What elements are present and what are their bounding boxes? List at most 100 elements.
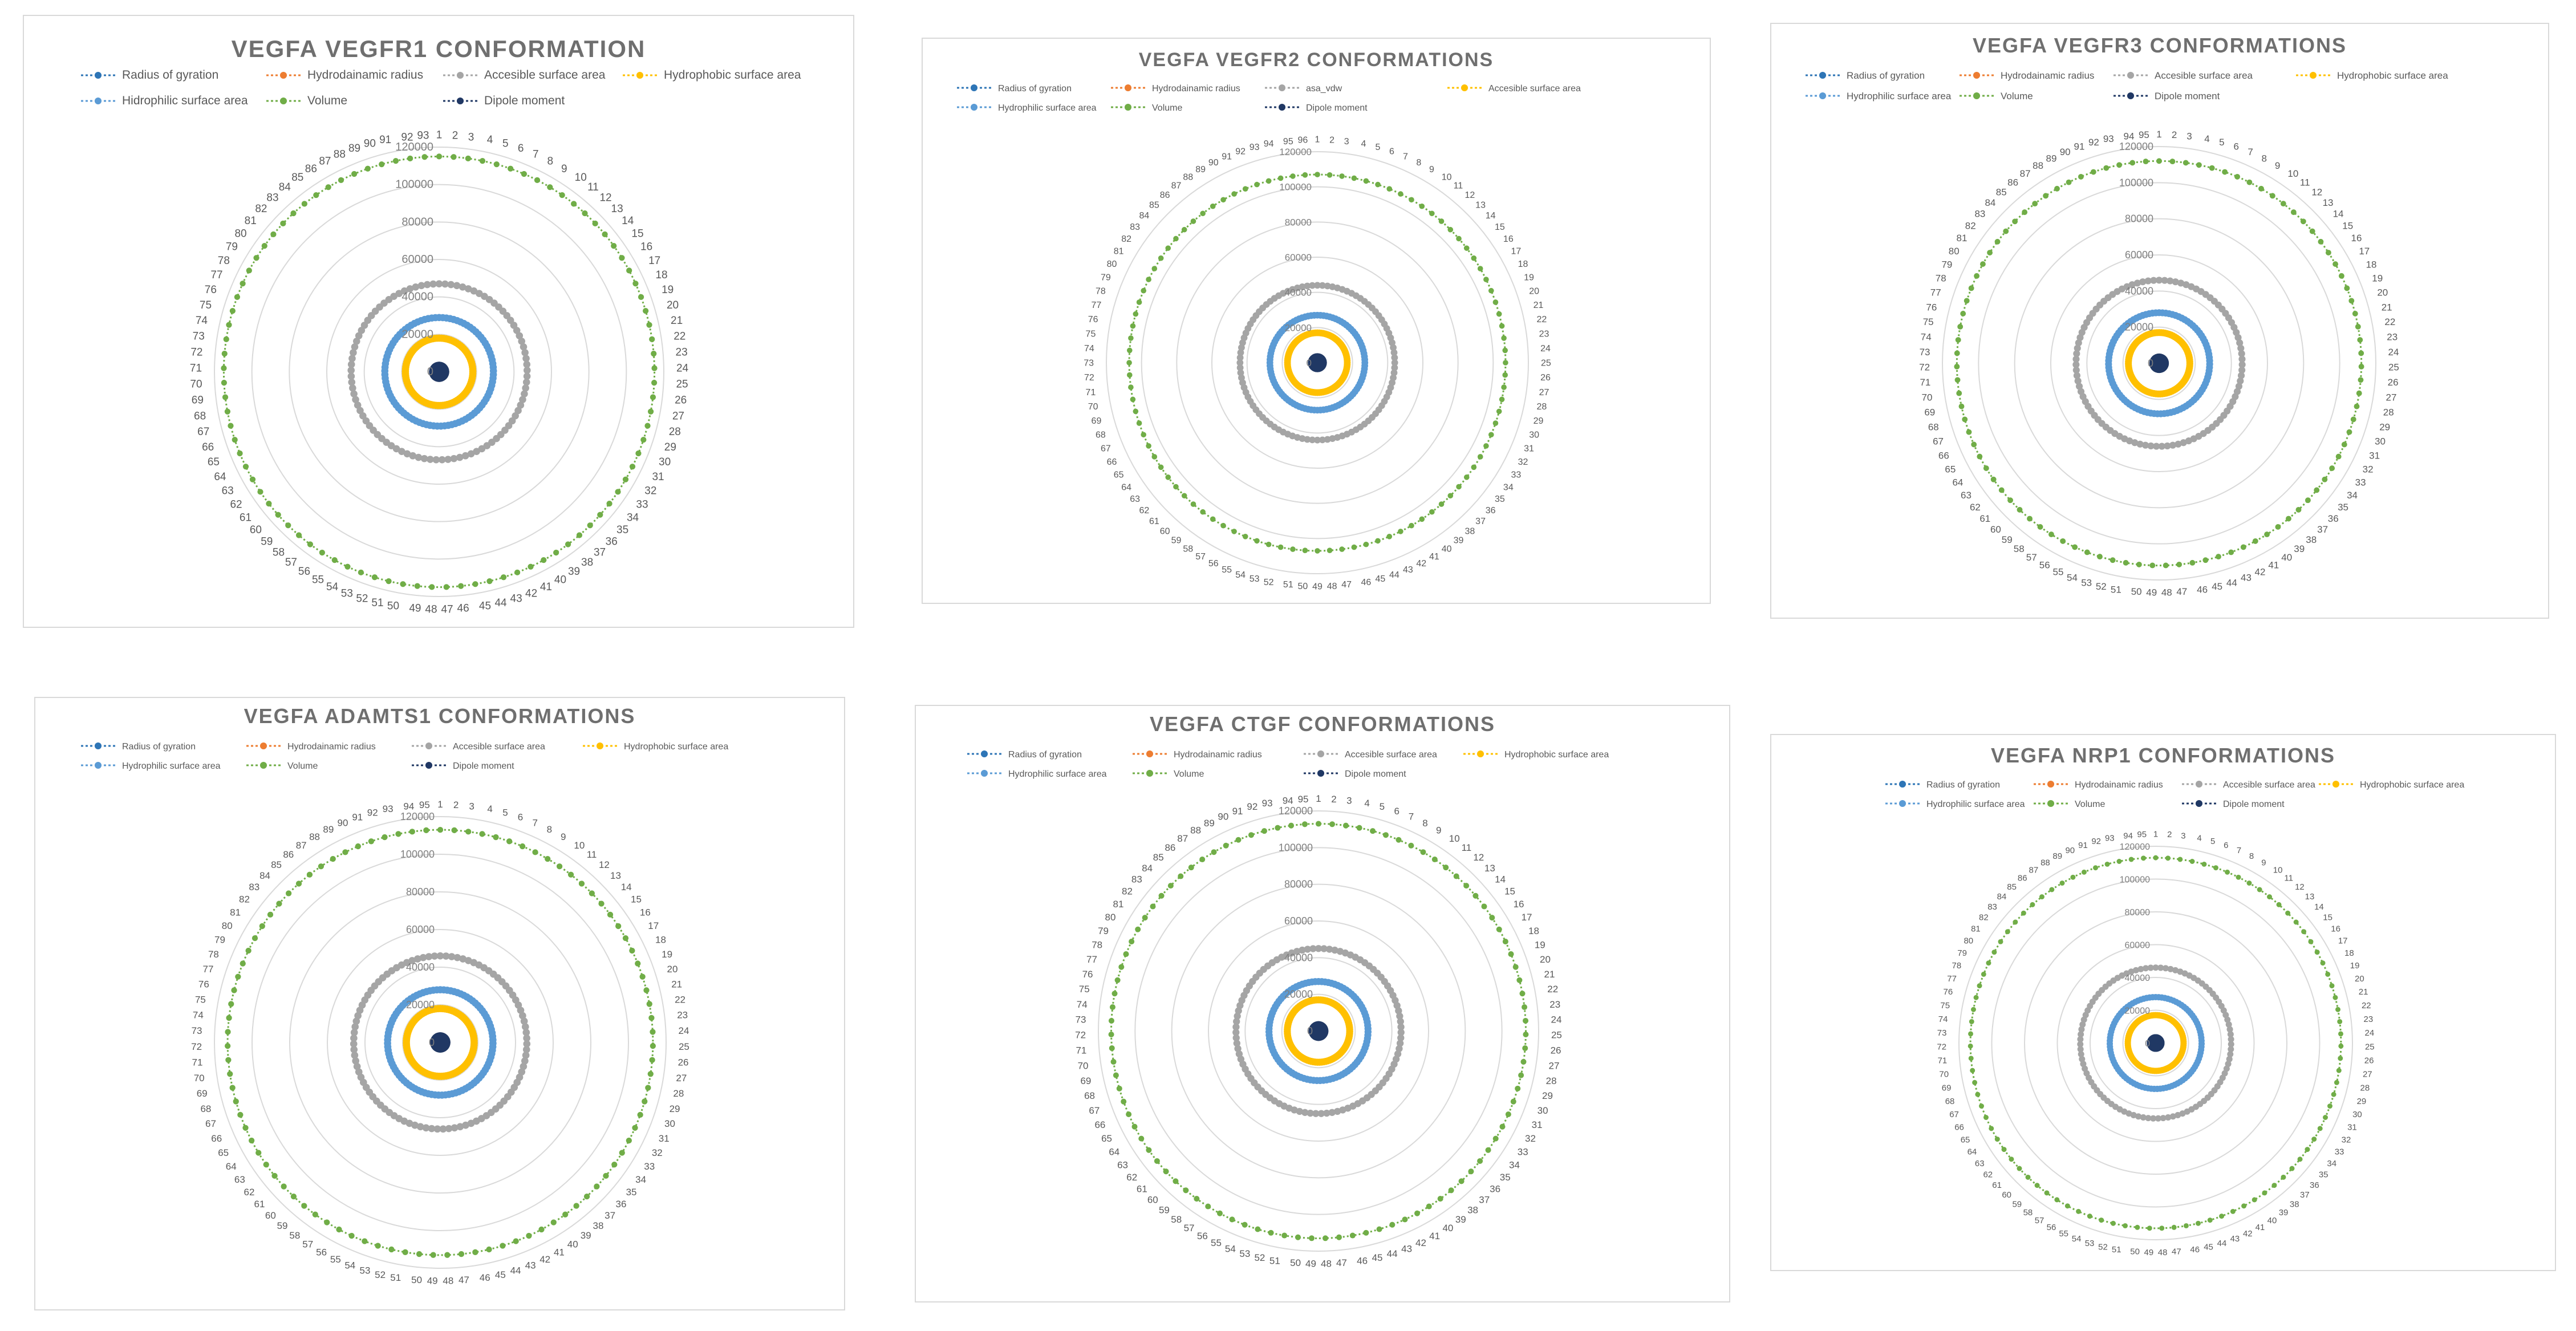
series-point bbox=[1489, 915, 1495, 921]
axis-tick-label: 100000 bbox=[1279, 842, 1313, 853]
series-point bbox=[352, 338, 360, 345]
series-point bbox=[249, 476, 256, 482]
series-point bbox=[458, 583, 464, 589]
series-point bbox=[520, 1062, 528, 1070]
category-label: 58 bbox=[1171, 1214, 1182, 1225]
category-label: 89 bbox=[348, 143, 360, 155]
axis-tick-label: 80000 bbox=[1284, 879, 1313, 890]
category-label: 13 bbox=[2305, 892, 2315, 902]
category-label: 39 bbox=[2294, 543, 2305, 554]
axis-tick-label: 120000 bbox=[395, 141, 433, 153]
series-point bbox=[253, 255, 259, 261]
series-accessible-surface-area bbox=[2077, 964, 2234, 1122]
series-point bbox=[1158, 464, 1164, 470]
category-label: 41 bbox=[2268, 559, 2279, 570]
category-label: 45 bbox=[1372, 1252, 1383, 1263]
category-label: 40 bbox=[567, 1239, 578, 1250]
category-label: 31 bbox=[659, 1133, 670, 1144]
series-point bbox=[318, 863, 324, 870]
axis-tick-label: 0 bbox=[1307, 358, 1312, 368]
grid-ring bbox=[2024, 911, 2287, 1175]
series-point bbox=[607, 911, 614, 918]
legend-item: Hydrophobic surface area bbox=[2296, 70, 2448, 81]
series-volume bbox=[1968, 855, 2344, 1231]
category-label: 42 bbox=[2243, 1229, 2253, 1239]
series-accessible-surface-area bbox=[1236, 282, 1398, 444]
category-label: 60 bbox=[1990, 524, 2001, 535]
legend-item: Hydrophilic surface area bbox=[1885, 800, 2025, 809]
category-label: 31 bbox=[2369, 450, 2380, 461]
category-label: 87 bbox=[1171, 181, 1182, 191]
category-label: 85 bbox=[2007, 882, 2017, 892]
legend-item: Accesible surface area bbox=[2182, 780, 2315, 790]
series-point bbox=[2001, 1147, 2007, 1153]
category-label: 39 bbox=[581, 1230, 591, 1241]
series-point bbox=[523, 367, 531, 374]
series-point bbox=[2039, 894, 2044, 900]
category-label: 37 bbox=[1479, 1195, 1490, 1206]
legend-item: Dipole moment bbox=[1265, 103, 1368, 113]
category-label: 72 bbox=[1084, 373, 1094, 383]
series-point bbox=[523, 360, 531, 368]
series-point bbox=[473, 448, 480, 455]
series-point bbox=[353, 1062, 361, 1070]
category-label: 65 bbox=[1101, 1133, 1112, 1144]
category-label: 91 bbox=[2074, 141, 2085, 152]
series-point bbox=[1954, 363, 1960, 370]
category-label: 44 bbox=[1389, 570, 1399, 580]
series-point bbox=[2079, 1021, 2086, 1028]
series-point bbox=[643, 987, 650, 993]
legend-item: Hydrodainamic radius bbox=[1111, 84, 1240, 94]
category-label: 77 bbox=[1092, 301, 1102, 310]
category-label: 59 bbox=[2012, 1199, 2022, 1209]
series-volume bbox=[225, 826, 656, 1258]
legend-item: Hidrophilic surface area bbox=[81, 94, 248, 107]
series-point bbox=[275, 512, 281, 518]
series-point bbox=[1458, 1178, 1465, 1184]
series-point bbox=[2334, 1080, 2339, 1085]
category-label: 48 bbox=[2161, 587, 2172, 598]
series-point bbox=[519, 843, 526, 850]
series-point bbox=[2149, 994, 2156, 1001]
legend-item: Accesible surface area bbox=[1304, 750, 1437, 760]
series-point bbox=[486, 578, 493, 585]
series-point bbox=[352, 1017, 360, 1025]
category-label: 9 bbox=[561, 831, 566, 842]
series-point bbox=[2201, 861, 2207, 867]
series-point bbox=[1516, 977, 1523, 983]
series-point bbox=[1109, 1045, 1115, 1052]
category-label: 15 bbox=[1504, 886, 1515, 897]
series-accessible-surface-area bbox=[350, 952, 531, 1133]
series-point bbox=[520, 1017, 528, 1025]
series-point bbox=[2276, 902, 2282, 907]
category-label: 16 bbox=[2331, 924, 2340, 934]
series-point bbox=[521, 1057, 529, 1065]
series-point bbox=[2164, 442, 2171, 450]
series-point bbox=[235, 973, 241, 980]
series-point bbox=[1181, 493, 1187, 499]
series-point bbox=[1183, 1187, 1189, 1194]
legend-marker bbox=[1279, 84, 1285, 91]
axis-tick-label: 60000 bbox=[406, 924, 435, 935]
series-point bbox=[444, 456, 452, 463]
category-label: 94 bbox=[1283, 796, 1293, 806]
category-label: 63 bbox=[1961, 490, 1971, 501]
category-label: 31 bbox=[1524, 444, 1534, 454]
legend-label: Hydrodainamic radius bbox=[287, 742, 376, 752]
category-label: 51 bbox=[390, 1272, 401, 1283]
category-label: 71 bbox=[1086, 388, 1096, 397]
series-point bbox=[416, 1123, 424, 1131]
category-label: 5 bbox=[502, 138, 509, 150]
series-point bbox=[472, 1249, 478, 1255]
category-label: 19 bbox=[2350, 961, 2360, 971]
series-point bbox=[1499, 396, 1505, 403]
axis-tick-label: 100000 bbox=[400, 849, 435, 860]
series-point bbox=[1128, 384, 1134, 390]
series-point bbox=[237, 450, 243, 457]
series-point bbox=[400, 287, 408, 295]
category-label: 53 bbox=[359, 1265, 370, 1276]
series-point bbox=[2322, 476, 2328, 482]
category-label: 10 bbox=[2273, 865, 2283, 875]
category-label: 25 bbox=[2388, 362, 2399, 373]
series-point bbox=[1130, 396, 1136, 403]
